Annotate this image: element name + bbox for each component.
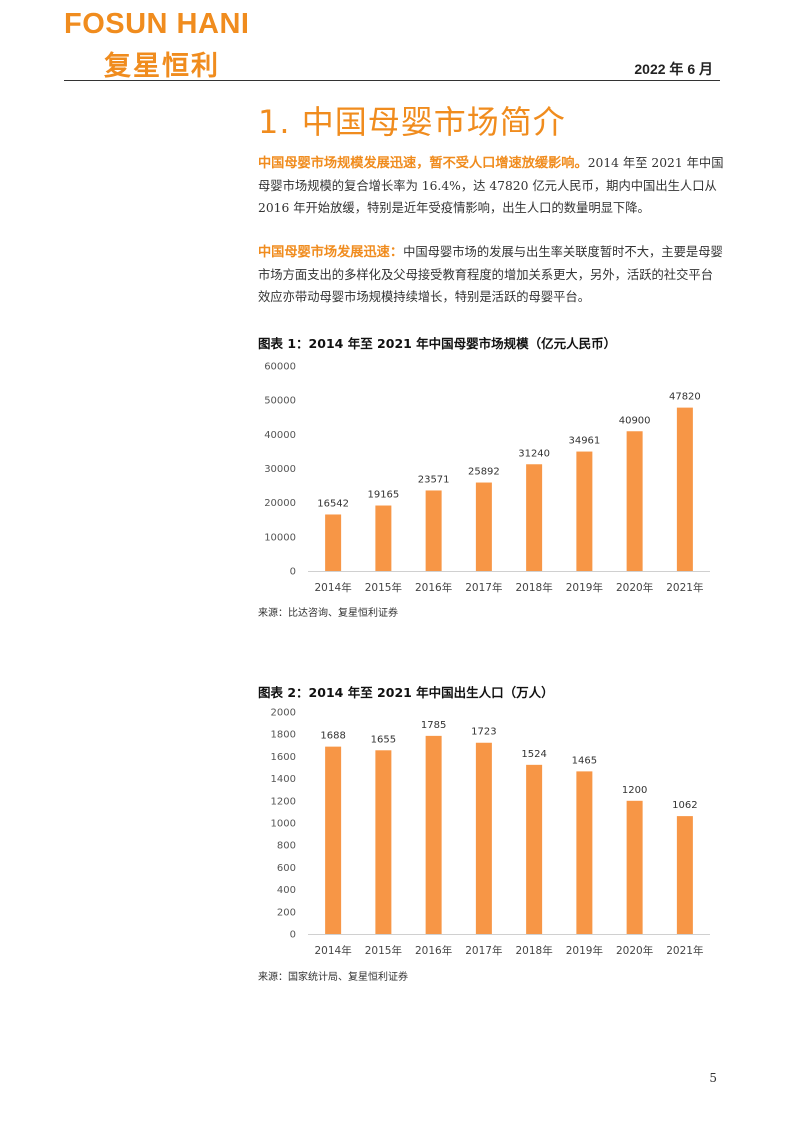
bar (425, 735, 442, 934)
bar (325, 746, 342, 934)
x-tick-label: 2021年 (666, 581, 703, 594)
x-tick-label: 2018年 (516, 581, 553, 594)
paragraph-body: 中国母婴市场的发展与出生率关联度暂时不大，主要是母婴市场方面支出的多样化及父母接… (258, 245, 723, 304)
data-label: 23571 (418, 474, 450, 485)
figure-1-title: 图表 1：2014 年至 2021 年中国母婴市场规模（亿元人民币） (258, 336, 617, 351)
data-label: 25892 (468, 467, 500, 478)
data-label: 1062 (672, 800, 697, 811)
x-tick-label: 2020年 (616, 944, 653, 957)
data-label: 1688 (320, 731, 345, 742)
data-label: 47820 (669, 392, 701, 403)
bar (526, 764, 543, 934)
x-tick-label: 2014年 (315, 581, 352, 594)
y-tick-label: 30000 (264, 464, 296, 475)
data-label: 16542 (317, 498, 349, 509)
figure-2-source: 来源：国家统计局、复星恒利证券 (258, 972, 408, 983)
paragraph-market-growth: 中国母婴市场规模发展迅速，暂不受人口增速放缓影响。2014 年至 2021 年中… (258, 152, 724, 219)
x-tick-label: 2021年 (666, 944, 703, 957)
x-tick-label: 2016年 (415, 944, 452, 957)
section-title: 1. 中国母婴市场简介 (258, 103, 566, 141)
y-tick-label: 1200 (271, 796, 296, 807)
x-tick-label: 2018年 (516, 944, 553, 957)
data-label: 1200 (622, 785, 647, 796)
figure-1-source: 来源：比达咨询、复星恒利证券 (258, 608, 398, 619)
x-tick-label: 2015年 (365, 944, 402, 957)
bar (425, 490, 442, 571)
y-tick-label: 1600 (271, 752, 296, 763)
bar (626, 431, 643, 571)
data-label: 1785 (421, 720, 446, 731)
page-number: 5 (709, 1071, 717, 1085)
y-tick-label: 40000 (264, 430, 296, 441)
y-tick-label: 10000 (264, 532, 296, 543)
x-tick-label: 2017年 (465, 944, 502, 957)
x-tick-label: 2016年 (415, 581, 452, 594)
paragraph-market-development: 中国母婴市场发展迅速：中国母婴市场的发展与出生率关联度暂时不大，主要是母婴市场方… (258, 241, 724, 308)
y-tick-label: 50000 (264, 396, 296, 407)
y-tick-label: 1400 (271, 774, 296, 785)
data-label: 19165 (367, 490, 399, 501)
x-tick-label: 2020年 (616, 581, 653, 594)
y-tick-label: 20000 (264, 498, 296, 509)
logo-cn: 复星恒利 (104, 51, 220, 82)
logo-en: FOSUN HANI (64, 8, 250, 40)
bar (375, 750, 392, 934)
paragraph-lead: 中国母婴市场规模发展迅速，暂不受人口增速放缓影响。 (258, 156, 588, 171)
data-label: 31240 (518, 448, 550, 459)
header-divider (64, 80, 720, 81)
x-tick-label: 2015年 (365, 581, 402, 594)
y-tick-label: 200 (277, 907, 296, 918)
bar (576, 451, 593, 571)
paragraph-body: 2014 年至 2021 年中国母婴市场规模的复合增长率为 16.4%，达 47… (258, 156, 724, 215)
y-tick-label: 1800 (271, 730, 296, 741)
x-tick-label: 2017年 (465, 581, 502, 594)
data-label: 1723 (471, 727, 496, 738)
report-date: 2022 年 6 月 (634, 61, 713, 77)
bar (475, 482, 492, 571)
bar (576, 771, 593, 934)
y-tick-label: 0 (290, 567, 296, 578)
bar (526, 464, 543, 571)
data-label: 34961 (568, 436, 600, 447)
data-label: 1655 (371, 734, 396, 745)
bar (475, 742, 492, 934)
x-tick-label: 2019年 (566, 581, 603, 594)
market-size-chart: 0 10000 20000 30000 40000 50000 60000 16542 2014… (264, 362, 710, 594)
bar (676, 816, 693, 934)
bar (676, 407, 693, 571)
y-tick-label: 0 (290, 930, 296, 941)
paragraph-lead: 中国母婴市场发展迅速： (258, 245, 404, 260)
x-tick-label: 2014年 (315, 944, 352, 957)
bar (325, 514, 342, 571)
y-tick-label: 800 (277, 841, 296, 852)
x-tick-label: 2019年 (566, 944, 603, 957)
figure-2-title: 图表 2：2014 年至 2021 年中国出生人口（万人） (258, 685, 554, 700)
y-tick-label: 600 (277, 863, 296, 874)
data-label: 40900 (619, 415, 651, 426)
y-tick-label: 2000 (271, 708, 296, 719)
y-tick-label: 1000 (271, 819, 296, 830)
y-tick-label: 400 (277, 885, 296, 896)
y-tick-label: 60000 (264, 362, 296, 373)
data-label: 1465 (572, 755, 597, 766)
birth-population-chart: 0 200 400 600 800 1000 1200 1400 1600 1800 2000 168… (271, 708, 710, 957)
bar (626, 800, 643, 934)
bar (375, 505, 392, 571)
data-label: 1524 (521, 749, 546, 760)
